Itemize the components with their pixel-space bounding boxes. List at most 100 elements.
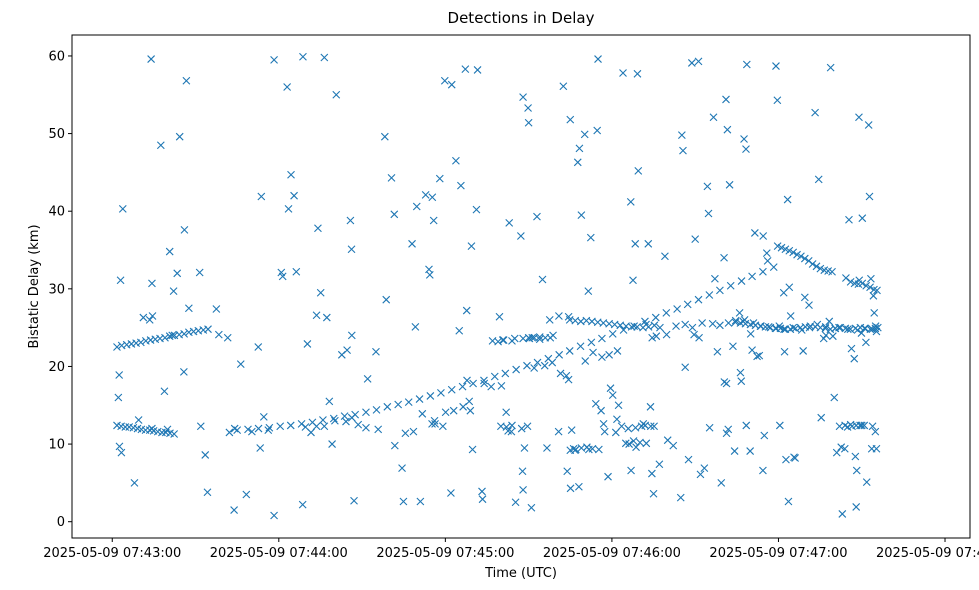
detection-point (737, 377, 746, 386)
detection-point (825, 317, 834, 326)
y-tick-label: 30 (48, 282, 65, 297)
detection-point (429, 216, 438, 225)
detection-point (468, 445, 477, 454)
detection-point (742, 421, 751, 430)
detection-point (575, 144, 584, 153)
detection-point (518, 467, 527, 476)
detection-point (184, 304, 193, 313)
detection-point (857, 421, 866, 430)
detection-point (687, 59, 696, 67)
detection-point (589, 348, 597, 357)
detection-point (694, 57, 703, 66)
detection-point (599, 420, 608, 428)
detection-point (625, 440, 634, 448)
detection-point (614, 401, 623, 410)
detection-point (548, 358, 557, 367)
detection-point (870, 309, 879, 317)
detection-point (458, 382, 467, 391)
detection-point (508, 421, 516, 430)
detection-point (619, 69, 627, 77)
plot-area (71, 34, 971, 539)
detection-point (662, 330, 671, 339)
detection-point (588, 444, 597, 453)
detection-point (533, 212, 541, 221)
detection-point (555, 350, 564, 359)
detection-point (613, 347, 622, 355)
detection-point (170, 430, 179, 438)
series-track-upper-early (113, 325, 212, 351)
detection-point (617, 422, 626, 431)
detection-point (677, 131, 686, 140)
detection-point (852, 466, 861, 475)
detection-point (195, 268, 204, 277)
detection-point (722, 379, 731, 388)
detection-point (564, 375, 573, 384)
detection-point (783, 195, 792, 204)
y-axis: 0 10 20 30 40 50 60 (48, 49, 72, 530)
detection-point (711, 274, 719, 283)
detection-point (533, 358, 542, 367)
detection-point (804, 256, 813, 265)
detection-point (180, 329, 189, 338)
detection-point (449, 406, 458, 415)
detection-point (520, 444, 529, 452)
detection-point (805, 301, 813, 310)
detection-point (799, 347, 808, 355)
detection-point (695, 333, 703, 342)
detection-point (158, 428, 166, 437)
detection-point (566, 484, 575, 493)
detection-point (785, 283, 794, 292)
detection-point (704, 209, 713, 218)
detection-point (113, 343, 121, 351)
detection-point (390, 210, 399, 219)
detection-point (662, 309, 671, 317)
detection-point (284, 204, 293, 213)
detection-point (847, 344, 856, 353)
y-tick-label: 60 (48, 49, 65, 64)
x-tick-label: 2025-05-09 07:43:00 (43, 546, 181, 561)
detection-point (724, 425, 733, 434)
detection-point (611, 428, 620, 437)
detection-point (845, 215, 853, 224)
detection-point (644, 239, 653, 248)
detection-point (254, 424, 263, 433)
detection-point (748, 272, 756, 281)
detection-point (746, 447, 755, 455)
detection-point (872, 444, 881, 453)
detection-point (517, 424, 526, 433)
detection-point (169, 287, 178, 296)
detection-point (276, 422, 285, 431)
detection-point (746, 329, 755, 338)
detection-point (363, 374, 372, 383)
detection-point (679, 146, 687, 155)
detection-point (121, 423, 130, 431)
detection-point (473, 66, 482, 74)
detection-point (134, 416, 143, 424)
detection-point (117, 448, 126, 457)
detection-point (583, 443, 591, 452)
detection-point (196, 422, 205, 431)
detection-point (673, 305, 682, 313)
detection-point (247, 427, 256, 436)
detection-point (780, 347, 789, 356)
detection-point (868, 422, 877, 431)
detection-point (480, 376, 488, 385)
x-tick-label: 2025-05-09 07:46:00 (543, 546, 681, 561)
detection-point (259, 413, 268, 421)
detection-point (362, 408, 370, 417)
detection-point (541, 333, 550, 342)
detection-point (428, 193, 437, 202)
detection-point (716, 321, 724, 330)
detection-point (656, 323, 664, 332)
detection-point (817, 413, 826, 422)
detection-point (160, 387, 169, 396)
detection-point (629, 437, 638, 445)
detection-point (843, 325, 852, 334)
detection-point (634, 166, 643, 175)
detection-point (530, 364, 539, 372)
detection-point (495, 312, 504, 321)
detection-point (858, 279, 867, 288)
detection-point (203, 488, 212, 497)
plot-frame (71, 34, 971, 539)
